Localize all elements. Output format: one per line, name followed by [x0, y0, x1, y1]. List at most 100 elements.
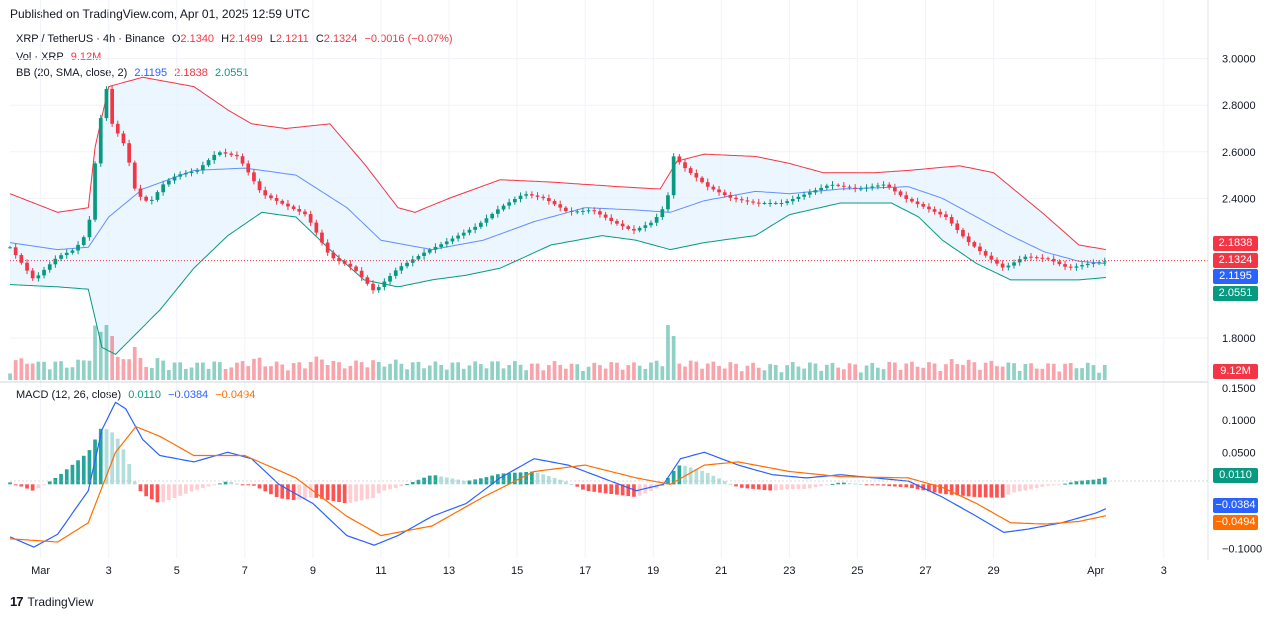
candle-body: [473, 226, 477, 230]
macd-histogram-bar: [887, 484, 892, 487]
macd-histogram-bar: [297, 484, 302, 500]
bb-lower-value: 2.0551: [214, 67, 249, 79]
time-tick-label: 27: [919, 565, 931, 577]
macd-histogram-bar: [479, 478, 483, 485]
volume-bar: [586, 366, 591, 380]
macd-histogram-bar: [161, 484, 165, 503]
volume-bar: [547, 365, 551, 380]
macd-histogram-bar: [433, 475, 438, 485]
candle-body: [155, 192, 160, 200]
volume-bar: [1040, 368, 1045, 380]
volume-bar: [785, 365, 789, 380]
candle-body: [144, 196, 148, 201]
volume-bar: [660, 366, 665, 380]
volume-bar: [626, 365, 631, 380]
candle-body: [189, 171, 194, 173]
time-tick-label: 9: [310, 565, 316, 577]
volume-bar: [297, 362, 302, 380]
volume-bar: [473, 361, 477, 380]
macd-histogram-bar: [19, 484, 24, 487]
macd-histogram-bar: [286, 484, 290, 500]
volume-bar: [479, 364, 483, 380]
candle-body: [393, 270, 398, 276]
candle-body: [734, 197, 738, 200]
macd-histogram-bar: [155, 484, 160, 503]
macd-histogram-bar: [201, 484, 205, 489]
volume-bar: [876, 367, 880, 380]
volume-bar: [1057, 371, 1062, 380]
volume-bar: [13, 360, 18, 380]
bb-label: BB (20, SMA, close, 2): [16, 67, 128, 79]
volume-bar: [348, 365, 353, 380]
macd-histogram-bar: [535, 472, 540, 485]
volume-bar: [98, 331, 103, 380]
macd-histogram-bar: [382, 484, 387, 491]
macd-histogram-bar: [671, 470, 676, 485]
macd-histogram-bar: [620, 484, 625, 496]
macd-histogram-bar: [569, 483, 574, 485]
macd-histogram-bar: [1040, 484, 1045, 487]
macd-histogram-bar: [734, 484, 738, 487]
macd-histogram-bar: [274, 484, 279, 497]
time-tick-label: 7: [242, 565, 248, 577]
candle-body: [359, 270, 364, 278]
macd-histogram-bar: [966, 484, 971, 497]
macd-histogram-bar: [660, 484, 665, 487]
macd-histogram-bar: [59, 473, 63, 485]
price-tick-label: 1.8000: [1222, 333, 1256, 345]
candle-body: [870, 186, 875, 188]
macd-histogram-bar: [796, 484, 801, 489]
candle-body: [677, 156, 682, 163]
candle-body: [581, 210, 585, 212]
volume-bar: [257, 357, 262, 380]
candle-body: [422, 252, 426, 256]
candle-body: [711, 186, 716, 190]
macd-histogram-bar: [1006, 484, 1011, 495]
candle-body: [632, 228, 636, 231]
macd-histogram-bar: [47, 481, 52, 485]
macd-histogram-bar: [325, 484, 330, 500]
macd-histogram-bar: [949, 484, 954, 495]
volume-bar: [989, 360, 994, 380]
time-tick-label: 17: [579, 565, 591, 577]
candle-body: [376, 287, 381, 291]
candle-body: [507, 202, 511, 206]
volume-bar: [252, 358, 256, 380]
time-tick-label: Apr: [1087, 565, 1104, 577]
volume-bar: [1085, 362, 1090, 380]
bb-legend: BB (20, SMA, close, 2) 2.1195 2.1838 2.0…: [16, 67, 253, 79]
volume-bar: [331, 360, 336, 380]
candle-body: [626, 226, 631, 229]
volume-bar: [490, 361, 494, 380]
macd-histogram-bar: [410, 482, 415, 485]
volume-bar: [456, 362, 460, 380]
macd-histogram-bar: [921, 484, 926, 491]
macd-histogram-bar: [246, 484, 251, 486]
symbol-legend: XRP / TetherUS · 4h · Binance O2.1340 H2…: [16, 33, 457, 45]
macd-histogram-bar: [564, 481, 568, 485]
time-tick-label: 21: [715, 565, 727, 577]
candle-body: [303, 211, 307, 215]
macd-histogram-bar: [388, 484, 392, 490]
bb-upper-value: 2.1838: [174, 67, 208, 79]
macd-histogram-bar: [910, 484, 914, 489]
candle-body: [450, 238, 455, 242]
candle-body: [201, 165, 205, 171]
macd-histogram-bar: [172, 484, 177, 498]
volume-bar: [705, 363, 710, 380]
candle-body: [819, 187, 823, 191]
macd-histogram-bar: [779, 484, 784, 490]
volume-bar: [410, 362, 415, 380]
macd-histogram-bar: [819, 484, 823, 487]
macd-histogram-bar: [864, 484, 869, 486]
macd-hist-value: 0.0110: [128, 389, 162, 401]
volume-bar: [25, 363, 29, 380]
macd-histogram-bar: [1063, 483, 1067, 485]
tradingview-logo[interactable]: 17 TradingView: [10, 594, 94, 609]
volume-bar: [978, 369, 982, 380]
macd-histogram-bar: [802, 484, 806, 489]
macd-histogram-bar: [257, 484, 262, 489]
time-tick-label: 25: [851, 565, 863, 577]
change-value: −0.0016 (−0.07%): [364, 33, 453, 45]
